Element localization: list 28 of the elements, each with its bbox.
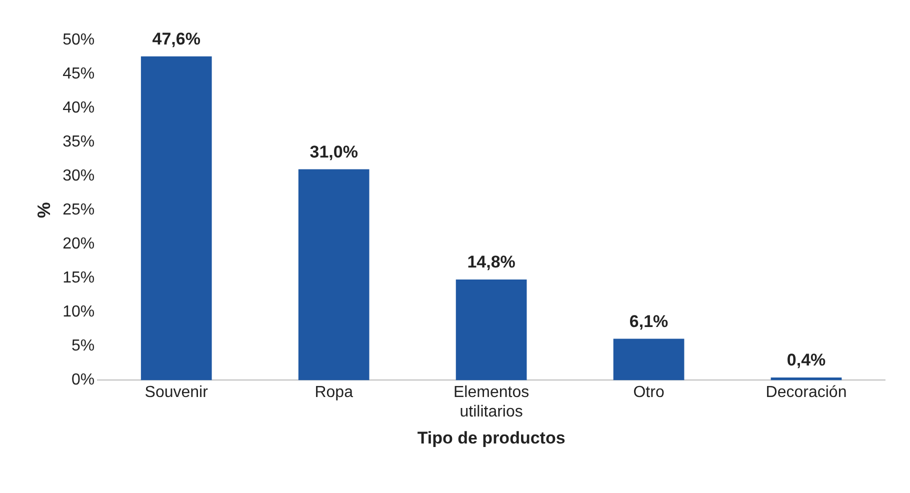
y-axis-title: %	[34, 202, 54, 218]
y-tick-label: 25%	[62, 202, 95, 219]
data-label: 6,1%	[629, 312, 668, 331]
data-label: 47,6%	[152, 30, 200, 49]
x-tick-label: Ropa	[314, 384, 354, 402]
y-tick-label: 0%	[72, 372, 95, 389]
bar	[456, 280, 527, 380]
y-tick-label: 50%	[62, 31, 95, 48]
y-tick-label: 35%	[62, 133, 95, 150]
y-tick-label: 5%	[72, 338, 95, 355]
y-tick-label: 30%	[62, 167, 95, 184]
bar	[298, 169, 370, 380]
data-label: 0,4%	[786, 350, 826, 370]
x-tick-label: Souvenir	[144, 384, 209, 402]
y-tick-label: 45%	[62, 65, 95, 82]
x-tick-label: Otro	[633, 384, 664, 402]
x-tick-label: Elementos utilitarios	[454, 384, 530, 420]
bar	[770, 377, 842, 380]
y-tick-label: 40%	[62, 99, 95, 116]
data-label: 31,0%	[310, 142, 358, 162]
x-axis-title: Tipo de productos	[417, 428, 566, 448]
data-label: 14,8%	[467, 252, 516, 272]
x-tick-label: Decoración	[766, 384, 847, 402]
y-tick-label: 20%	[62, 236, 95, 253]
y-tick-label: 10%	[62, 304, 95, 321]
bar	[613, 338, 684, 380]
bar	[140, 56, 212, 380]
y-tick-label: 15%	[62, 270, 95, 287]
